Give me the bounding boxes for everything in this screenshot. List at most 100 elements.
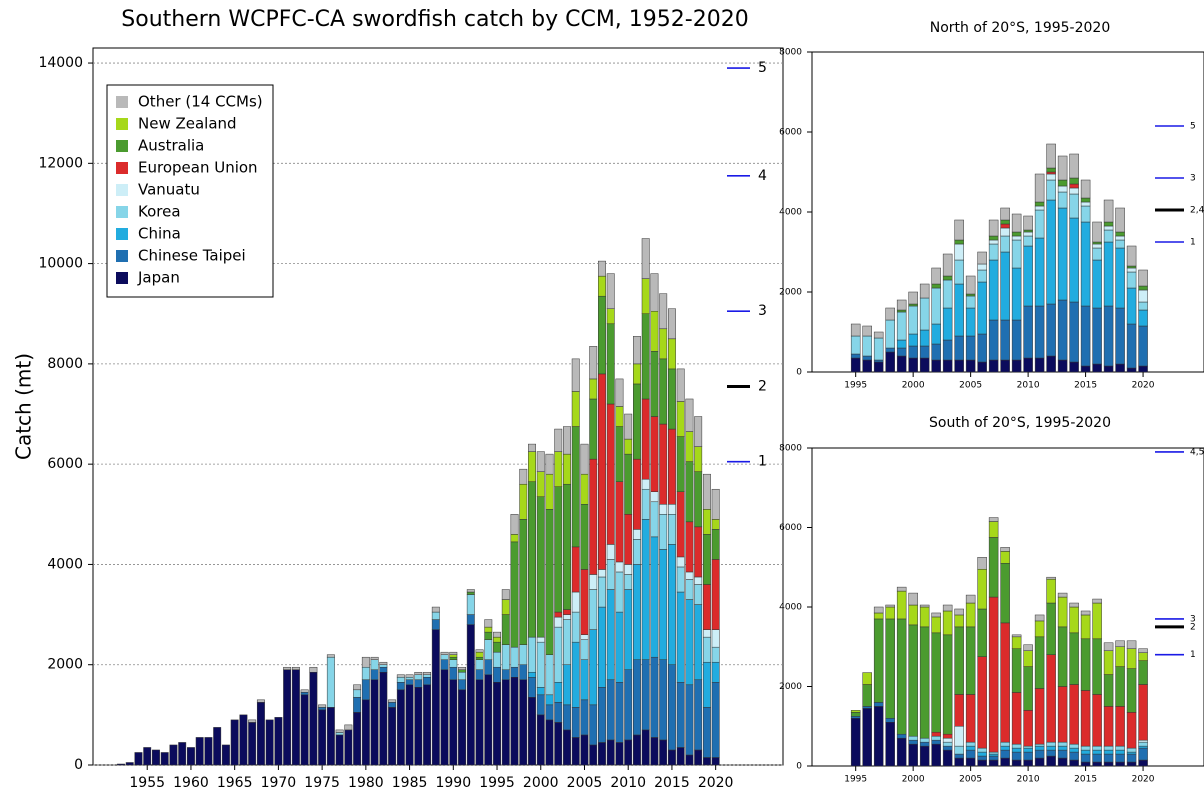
bar-segment: [1115, 207, 1125, 233]
bar-segment: [493, 636, 501, 643]
bar-segment: [423, 684, 432, 766]
bar-segment: [988, 359, 999, 373]
bar-segment: [908, 303, 918, 307]
bar-segment: [484, 659, 493, 675]
bar-segment: [580, 569, 589, 635]
reference-label: 4: [758, 168, 767, 184]
bar-segment: [152, 749, 160, 766]
bar-segment: [1069, 759, 1079, 767]
bar-segment: [598, 569, 606, 578]
bar-segment: [405, 684, 414, 766]
legend-label: Australia: [138, 137, 204, 155]
legend-swatch: [116, 184, 128, 196]
bar-segment: [580, 473, 589, 505]
bar-segment: [204, 737, 213, 766]
bar-segment: [536, 451, 545, 472]
bar-segment: [458, 689, 466, 766]
bar-segment: [589, 346, 598, 380]
bar-segment: [977, 755, 987, 761]
x-tick-label: 1975: [304, 775, 340, 791]
bar-segment: [528, 481, 536, 638]
bar-segment: [1092, 259, 1102, 309]
bar-segment: [493, 666, 501, 683]
bar-segment: [942, 737, 953, 743]
bar-segment: [475, 679, 484, 766]
bar-segment: [1034, 173, 1045, 203]
bar-segment: [659, 358, 668, 425]
bar-segment: [694, 416, 703, 447]
bar-segment: [1023, 235, 1033, 247]
bar-segment: [1000, 235, 1010, 253]
x-tick-label: 2010: [1017, 381, 1040, 391]
bar-segment: [1011, 359, 1022, 373]
bar-segment: [965, 602, 976, 628]
bar-segment: [977, 759, 987, 767]
bar-segment: [1046, 179, 1056, 201]
bar-segment: [977, 557, 987, 570]
bar-segment: [965, 307, 976, 337]
bar-segment: [493, 682, 501, 766]
bar-segment: [309, 666, 318, 673]
bar-segment: [1000, 757, 1010, 767]
bar-segment: [633, 383, 641, 460]
bar-segment: [931, 323, 941, 345]
bar-segment: [931, 267, 941, 285]
bar-segment: [598, 295, 606, 375]
reference-label: 4,5: [1190, 447, 1204, 457]
bar-segment: [571, 591, 580, 613]
legend-swatch: [116, 228, 128, 240]
bar-segment: [440, 654, 449, 660]
bar-segment: [431, 629, 440, 766]
bar-segment: [536, 636, 545, 643]
bar-segment: [458, 669, 466, 673]
bar-segment: [702, 757, 711, 766]
bar-segment: [1092, 241, 1102, 245]
bar-segment: [510, 514, 519, 535]
bar-segment: [633, 564, 641, 660]
bar-segment: [694, 679, 703, 751]
bar-segment: [931, 343, 941, 361]
bar-segment: [850, 716, 861, 719]
bar-segment: [248, 722, 257, 766]
bar-segment: [862, 355, 872, 361]
bar-segment: [954, 626, 964, 695]
bar-segment: [1034, 209, 1045, 239]
bar-segment: [667, 504, 676, 515]
bar-segment: [942, 279, 953, 309]
bar-segment: [965, 745, 976, 751]
bar-segment: [1126, 367, 1137, 373]
bar-segment: [919, 297, 930, 331]
bar-segment: [606, 403, 615, 545]
bar-segment: [1069, 301, 1079, 363]
bar-segment: [685, 431, 694, 462]
bar-segment: [977, 568, 987, 610]
bar-segment: [449, 654, 458, 658]
bar-segment: [1138, 309, 1148, 327]
bar-segment: [942, 359, 953, 373]
bar-segment: [1000, 547, 1010, 552]
bar-segment: [1011, 636, 1022, 649]
bar-segment: [1034, 237, 1045, 307]
bar-segment: [685, 579, 694, 600]
bar-segment: [850, 323, 861, 337]
bar-segment: [1000, 551, 1010, 564]
bar-segment: [1011, 634, 1022, 638]
x-tick-label: 1960: [173, 775, 209, 791]
bar-segment: [667, 749, 676, 766]
bar-segment: [1011, 751, 1022, 761]
bar-segment: [528, 697, 536, 766]
bar-segment: [1103, 761, 1114, 767]
bar-segment: [1023, 650, 1033, 667]
bar-segment: [554, 486, 563, 613]
bar-segment: [388, 702, 397, 708]
bar-segment: [702, 707, 711, 758]
bar-segment: [1000, 223, 1010, 229]
bar-segment: [117, 763, 125, 766]
bar-segment: [615, 611, 624, 683]
bar-segment: [274, 717, 283, 766]
bar-segment: [988, 239, 999, 245]
bar-segment: [1138, 269, 1148, 287]
x-tick-label: 2020: [1132, 381, 1155, 391]
bar-segment: [1080, 638, 1091, 691]
bar-segment: [931, 616, 941, 634]
